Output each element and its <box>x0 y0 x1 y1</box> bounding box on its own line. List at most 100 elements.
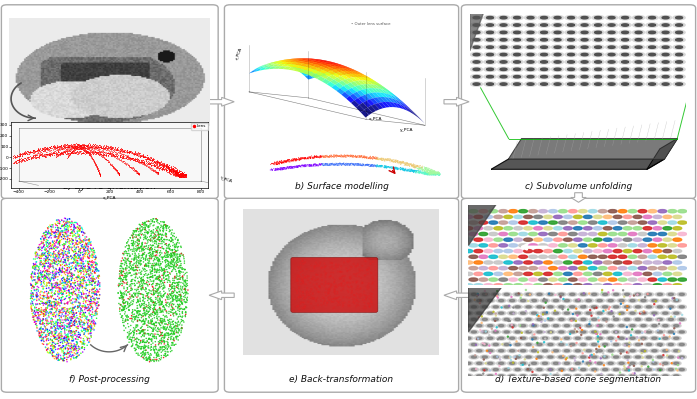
Point <box>381 164 392 170</box>
Point <box>112 169 123 176</box>
Point <box>49 144 60 150</box>
Point <box>167 167 178 173</box>
Point <box>68 271 79 278</box>
Circle shape <box>489 278 498 281</box>
Point <box>70 225 82 231</box>
Point <box>168 253 179 259</box>
Point <box>417 164 428 170</box>
Point <box>157 161 168 168</box>
Point <box>87 154 98 161</box>
Point <box>125 336 136 343</box>
Polygon shape <box>366 76 374 81</box>
Point <box>155 346 166 353</box>
Circle shape <box>567 24 574 26</box>
Circle shape <box>655 355 665 359</box>
Point <box>425 167 436 174</box>
Point <box>118 268 129 275</box>
Circle shape <box>482 331 487 333</box>
Point <box>121 149 132 155</box>
Point <box>157 267 168 274</box>
Point <box>149 300 160 306</box>
Point <box>62 274 73 280</box>
Circle shape <box>514 272 523 275</box>
Point <box>83 152 94 158</box>
Point <box>139 305 151 311</box>
Point <box>45 142 56 149</box>
Point <box>37 233 48 239</box>
Point <box>91 164 102 171</box>
Point <box>162 344 174 350</box>
Circle shape <box>668 209 677 213</box>
Point <box>139 227 151 233</box>
Point <box>136 312 147 319</box>
Circle shape <box>608 68 615 71</box>
Point <box>174 306 185 312</box>
Point <box>291 163 302 169</box>
Point <box>47 269 58 275</box>
Point <box>72 241 83 248</box>
Point <box>139 299 150 305</box>
Circle shape <box>469 330 479 334</box>
Point <box>33 309 44 316</box>
Circle shape <box>491 330 500 334</box>
Point <box>73 248 84 254</box>
Point <box>148 258 159 264</box>
Point <box>344 154 355 160</box>
Point <box>381 158 392 164</box>
Point <box>137 313 148 320</box>
Circle shape <box>482 306 487 308</box>
Point <box>66 221 77 228</box>
Circle shape <box>551 311 561 315</box>
Point <box>330 152 341 159</box>
Point <box>56 247 67 253</box>
Point <box>388 159 399 166</box>
Point <box>74 235 85 242</box>
Point <box>352 161 363 167</box>
Point <box>35 317 46 323</box>
Point <box>120 309 131 315</box>
Point <box>58 313 69 319</box>
Point <box>592 322 603 329</box>
Point <box>25 282 36 288</box>
Point <box>70 145 81 152</box>
Point <box>164 318 176 325</box>
Circle shape <box>527 31 534 34</box>
Point <box>300 163 311 170</box>
Point <box>148 278 159 284</box>
Point <box>70 150 81 157</box>
Circle shape <box>633 60 645 64</box>
Point <box>577 358 588 365</box>
Point <box>164 252 176 258</box>
Point <box>143 244 154 251</box>
Circle shape <box>579 209 587 213</box>
Point <box>69 150 80 156</box>
Point <box>619 342 630 348</box>
Point <box>545 329 556 336</box>
Point <box>177 283 188 290</box>
Point <box>490 328 501 334</box>
Point <box>82 246 93 252</box>
Point <box>47 337 58 344</box>
Point <box>159 306 170 313</box>
Text: z_PCA: z_PCA <box>234 47 243 61</box>
Circle shape <box>554 61 561 63</box>
Point <box>63 254 75 260</box>
Point <box>316 154 328 160</box>
Point <box>52 227 63 233</box>
Point <box>72 334 84 340</box>
Point <box>389 158 400 165</box>
Point <box>117 306 128 312</box>
Point <box>121 149 132 156</box>
Point <box>425 170 436 177</box>
Point <box>130 227 141 234</box>
Point <box>118 152 129 159</box>
Point <box>59 339 70 346</box>
Point <box>159 277 170 284</box>
Point <box>151 169 162 176</box>
Point <box>356 162 367 169</box>
Point <box>26 292 38 298</box>
Point <box>149 303 160 309</box>
Point <box>76 148 87 154</box>
Point <box>93 144 104 150</box>
Point <box>26 295 37 301</box>
